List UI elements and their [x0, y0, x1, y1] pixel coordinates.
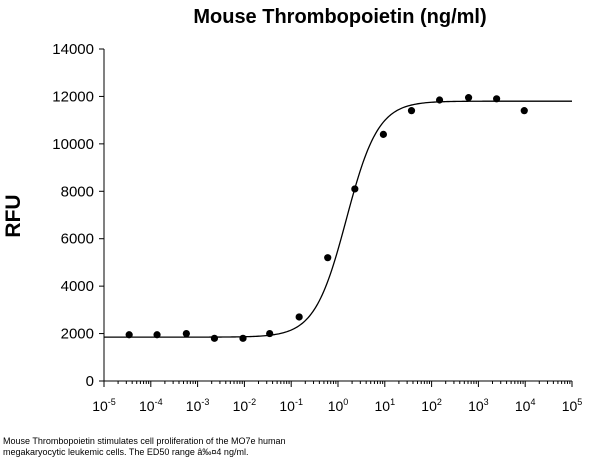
- data-point: [379, 130, 387, 138]
- data-point: [435, 96, 444, 104]
- figure-caption: Mouse Thrombopoietin stimulates cell pro…: [3, 436, 563, 458]
- x-tick-label: 10-1: [279, 397, 303, 414]
- data-point: [153, 331, 161, 339]
- x-tick-label: 100: [328, 397, 349, 414]
- y-tick-label: 0: [86, 373, 94, 390]
- x-tick-label: 103: [468, 397, 489, 414]
- x-tick-label: 102: [421, 397, 442, 414]
- data-point: [464, 94, 473, 102]
- caption-line-1: Mouse Thrombopoietin stimulates cell pro…: [3, 436, 286, 446]
- x-tick-label: 104: [515, 397, 536, 414]
- data-point: [210, 334, 219, 342]
- data-point: [239, 334, 247, 342]
- y-tick-label: 14000: [52, 41, 94, 58]
- y-tick-label: 2000: [61, 326, 94, 343]
- fit-curve: [104, 100, 572, 338]
- data-point: [324, 254, 332, 262]
- data-point: [407, 107, 416, 115]
- plot-area: 0 2000 4000 6000 8000 10000 12000 14000 10-5 10-4…: [52, 41, 582, 414]
- data-point: [351, 185, 359, 193]
- y-tick-label: 12000: [52, 88, 94, 105]
- y-tick-label: 10000: [52, 136, 94, 153]
- data-point: [520, 107, 528, 115]
- x-tick-label: 101: [375, 397, 396, 414]
- y-tick-label: 6000: [61, 231, 94, 248]
- x-tick-label: 10-3: [186, 397, 210, 414]
- x-tick-label: 105: [562, 397, 583, 414]
- x-tick-label: 10-5: [92, 397, 116, 414]
- data-point: [266, 329, 274, 338]
- caption-line-2: megakaryocytic leukemic cells. The ED50 …: [3, 447, 249, 457]
- chart-title: Mouse Thrombopoietin (ng/ml): [193, 6, 486, 28]
- y-tick-label: 8000: [61, 183, 94, 200]
- y-tick-label: 4000: [61, 278, 94, 295]
- data-point: [493, 95, 501, 103]
- y-axis-label: RFU: [2, 194, 25, 237]
- x-tick-label: 10-2: [233, 397, 257, 414]
- data-point: [125, 331, 133, 339]
- data-point: [182, 329, 190, 338]
- x-tick-label: 10-4: [139, 397, 163, 414]
- data-point: [295, 313, 303, 321]
